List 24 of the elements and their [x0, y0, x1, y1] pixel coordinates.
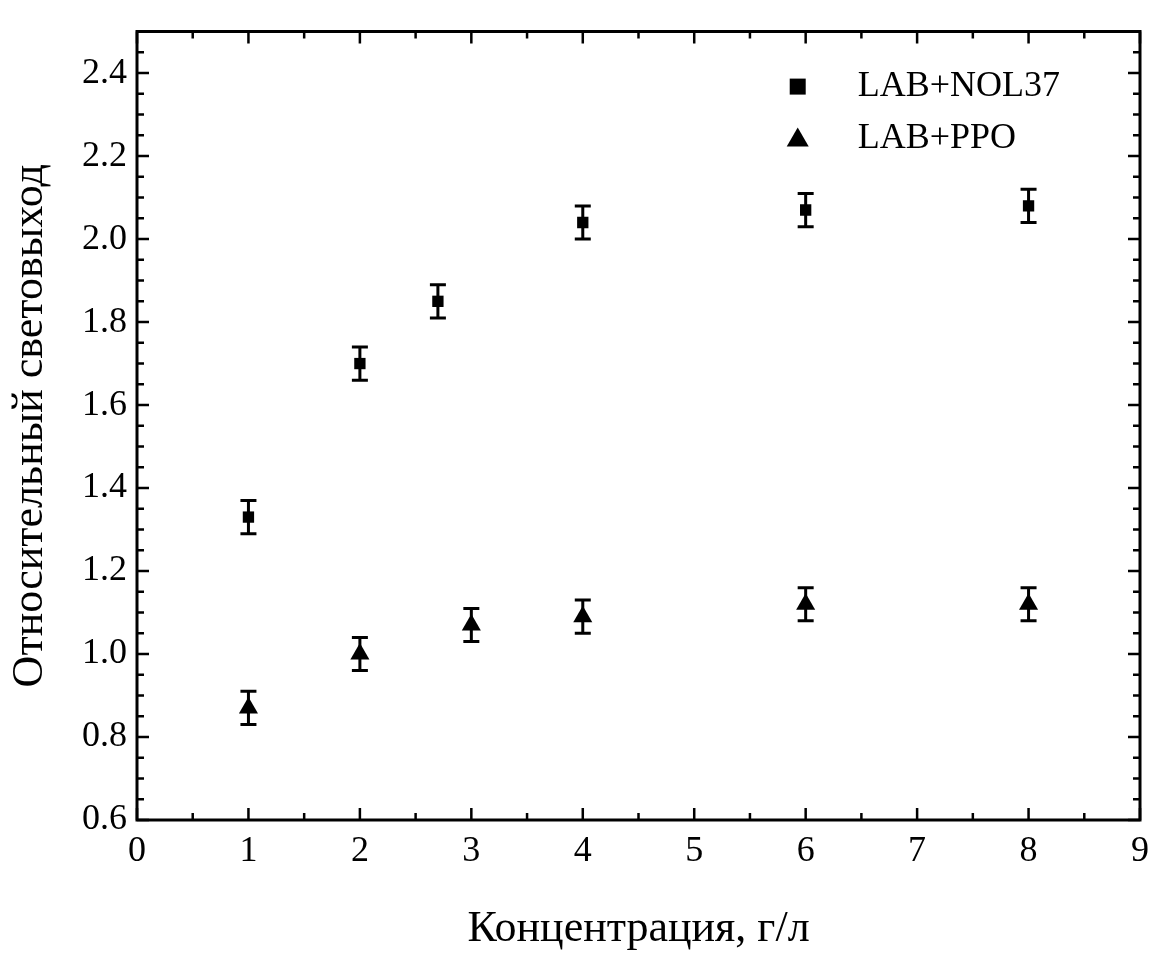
- x-tick-label: 8: [1019, 829, 1038, 870]
- y-tick-label: 1.4: [82, 465, 127, 506]
- x-tick-label: 3: [462, 829, 481, 870]
- x-tick-label: 1: [239, 829, 258, 870]
- y-tick-label: 2.0: [82, 216, 127, 257]
- legend-label: LAB+PPO: [857, 116, 1017, 157]
- y-tick-label: 1.6: [82, 382, 127, 423]
- y-tick-label: 1.0: [82, 631, 127, 672]
- y-tick-label: 1.2: [82, 548, 127, 589]
- x-axis-title: Концентрация, г/л: [467, 902, 810, 952]
- x-tick-label: 2: [350, 829, 369, 870]
- y-tick-label: 2.4: [82, 50, 127, 91]
- x-tick-label: 9: [1131, 829, 1149, 870]
- x-tick-label: 6: [796, 829, 815, 870]
- legend-label: LAB+NOL37: [857, 64, 1061, 105]
- x-tick-label: 4: [573, 829, 592, 870]
- y-axis-title: Относительный световыход: [2, 164, 52, 688]
- y-tick-label: 0.8: [82, 714, 127, 755]
- x-tick-label: 7: [908, 829, 927, 870]
- y-tick-label: 1.8: [82, 299, 127, 340]
- x-tick-label: 0: [128, 829, 146, 870]
- y-tick-label: 0.6: [82, 797, 127, 838]
- y-tick-label: 2.2: [82, 133, 127, 174]
- x-tick-label: 5: [685, 829, 704, 870]
